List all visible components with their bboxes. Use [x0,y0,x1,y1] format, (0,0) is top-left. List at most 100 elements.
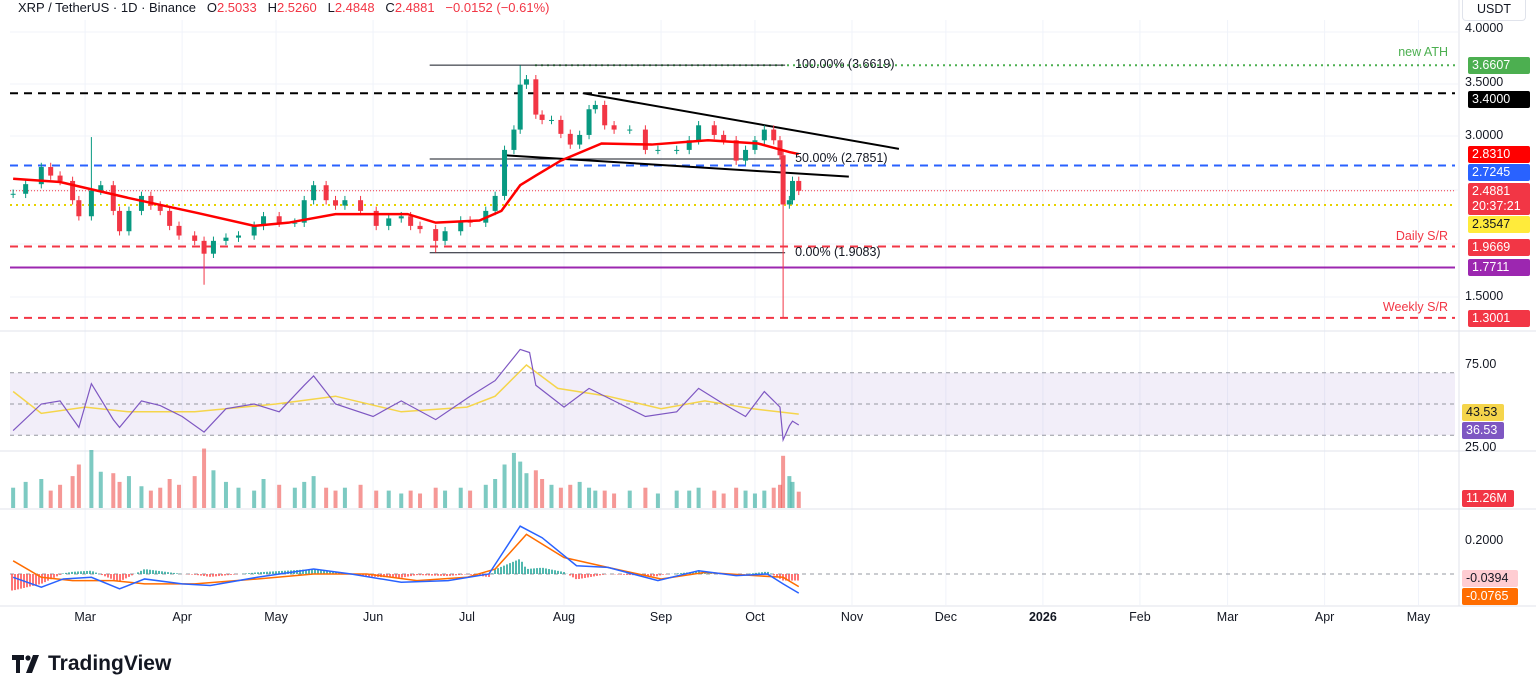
candle-body [110,185,116,211]
volume-bar [771,487,776,508]
candle-body [721,134,727,141]
macd-histogram-bar [410,574,412,577]
symbol-title[interactable]: XRP / TetherUS · 1D · Binance [18,0,196,15]
macd-histogram-bar [35,574,37,586]
macd-histogram-bar [122,574,124,580]
macd-histogram-bar [500,566,502,574]
macd-histogram-bar [251,572,253,574]
macd-histogram-bar [68,572,70,574]
macd-histogram-bar [707,573,709,574]
volume-bar [408,490,413,508]
tradingview-logo[interactable]: TradingView [12,652,171,676]
rsi-tick: 75.00 [1465,357,1497,371]
time-tick: Dec [934,610,957,624]
volume-bar [549,484,554,508]
macd-histogram-bar [425,574,427,576]
volume-bar [311,476,316,508]
volume-bar [236,487,241,508]
macd-histogram-bar [551,569,553,574]
macd-histogram-bar [395,574,397,578]
macd-histogram-bar [455,574,457,576]
macd-histogram-bar [524,566,526,574]
macd-histogram-bar [209,574,211,577]
close-value: 2.4881 [394,0,435,15]
candle-body [780,155,786,205]
macd-histogram-bar [401,574,403,578]
macd-histogram-bar [101,574,103,576]
macd-histogram-bar [194,574,196,575]
volume-bar [139,486,144,508]
candle-body [548,119,554,121]
macd-histogram-bar [758,572,760,574]
candle-body [126,210,132,232]
macd-histogram-bar [164,571,166,574]
macd-histogram-bar [215,574,217,577]
level-note: new ATH [1398,45,1448,60]
candle-body [148,195,154,206]
macd-histogram-bar [263,571,265,574]
macd-histogram-bar [92,571,94,574]
macd-histogram-bar [392,574,394,578]
volume-bar [743,490,748,508]
low-value: 2.4848 [334,0,375,15]
chart-canvas[interactable] [0,0,1536,640]
bar-countdown: 20:37:21 [1472,198,1521,213]
volume-bar [533,470,538,508]
candle-body [138,195,144,211]
time-tick: May [264,610,288,624]
time-tick: Mar [74,610,96,624]
candle-body [70,180,76,201]
macd-histogram-bar [533,568,535,574]
macd-histogram-bar [59,574,61,575]
volume-bar [643,487,648,508]
macd-histogram-bar [311,569,313,574]
volume-bar [540,479,545,508]
price-tick: 3.0000 [1465,128,1504,142]
macd-histogram-bar [362,574,364,576]
volume-bar [627,490,632,508]
high-value: 2.5260 [276,0,317,15]
volume-bar [721,493,726,508]
candle-body [523,79,529,85]
candle-body [711,125,717,135]
candle-body [373,210,379,226]
candle-body [301,200,307,223]
close-label: C [385,0,395,15]
candle-body [76,200,82,217]
macd-histogram-bar [323,570,325,574]
macd-histogram-bar [41,574,43,584]
macd-histogram-bar [227,574,229,576]
candle-body [627,129,633,131]
macd-histogram-bar [407,574,409,577]
volume-bar [223,481,228,508]
macd-histogram-bar [491,573,493,574]
time-tick: May [1406,610,1431,624]
currency-button[interactable]: USDT [1462,0,1526,21]
candle-body [790,180,795,201]
macd-histogram-bar [659,574,661,576]
macd-histogram-bar [596,574,598,576]
volume-bar [790,481,795,508]
volume-bar [177,484,182,508]
change-value: −0.0152 (−0.61%) [445,0,550,15]
macd-histogram-bar [338,572,340,574]
macd-histogram-bar [230,574,232,575]
macd-histogram-bar [767,571,769,574]
volume-bar [734,487,739,508]
macd-histogram-bar [368,574,370,577]
volume-bar [76,464,81,508]
volume-bar [558,487,563,508]
macd-histogram-bar [389,574,391,578]
candle-body [251,225,257,236]
volume-bar [252,490,257,508]
volume-bar [148,490,153,508]
macd-histogram-bar [440,574,442,576]
macd-histogram-bar [107,574,109,578]
volume-bar [777,484,782,508]
price-label-1.9669: 1.9669 [1468,238,1530,256]
macd-histogram-bar [260,572,262,574]
macd-histogram-bar [398,574,400,578]
macd-histogram-bar [308,569,310,574]
macd-histogram-bar [125,574,127,579]
macd-histogram-bar [83,571,85,574]
